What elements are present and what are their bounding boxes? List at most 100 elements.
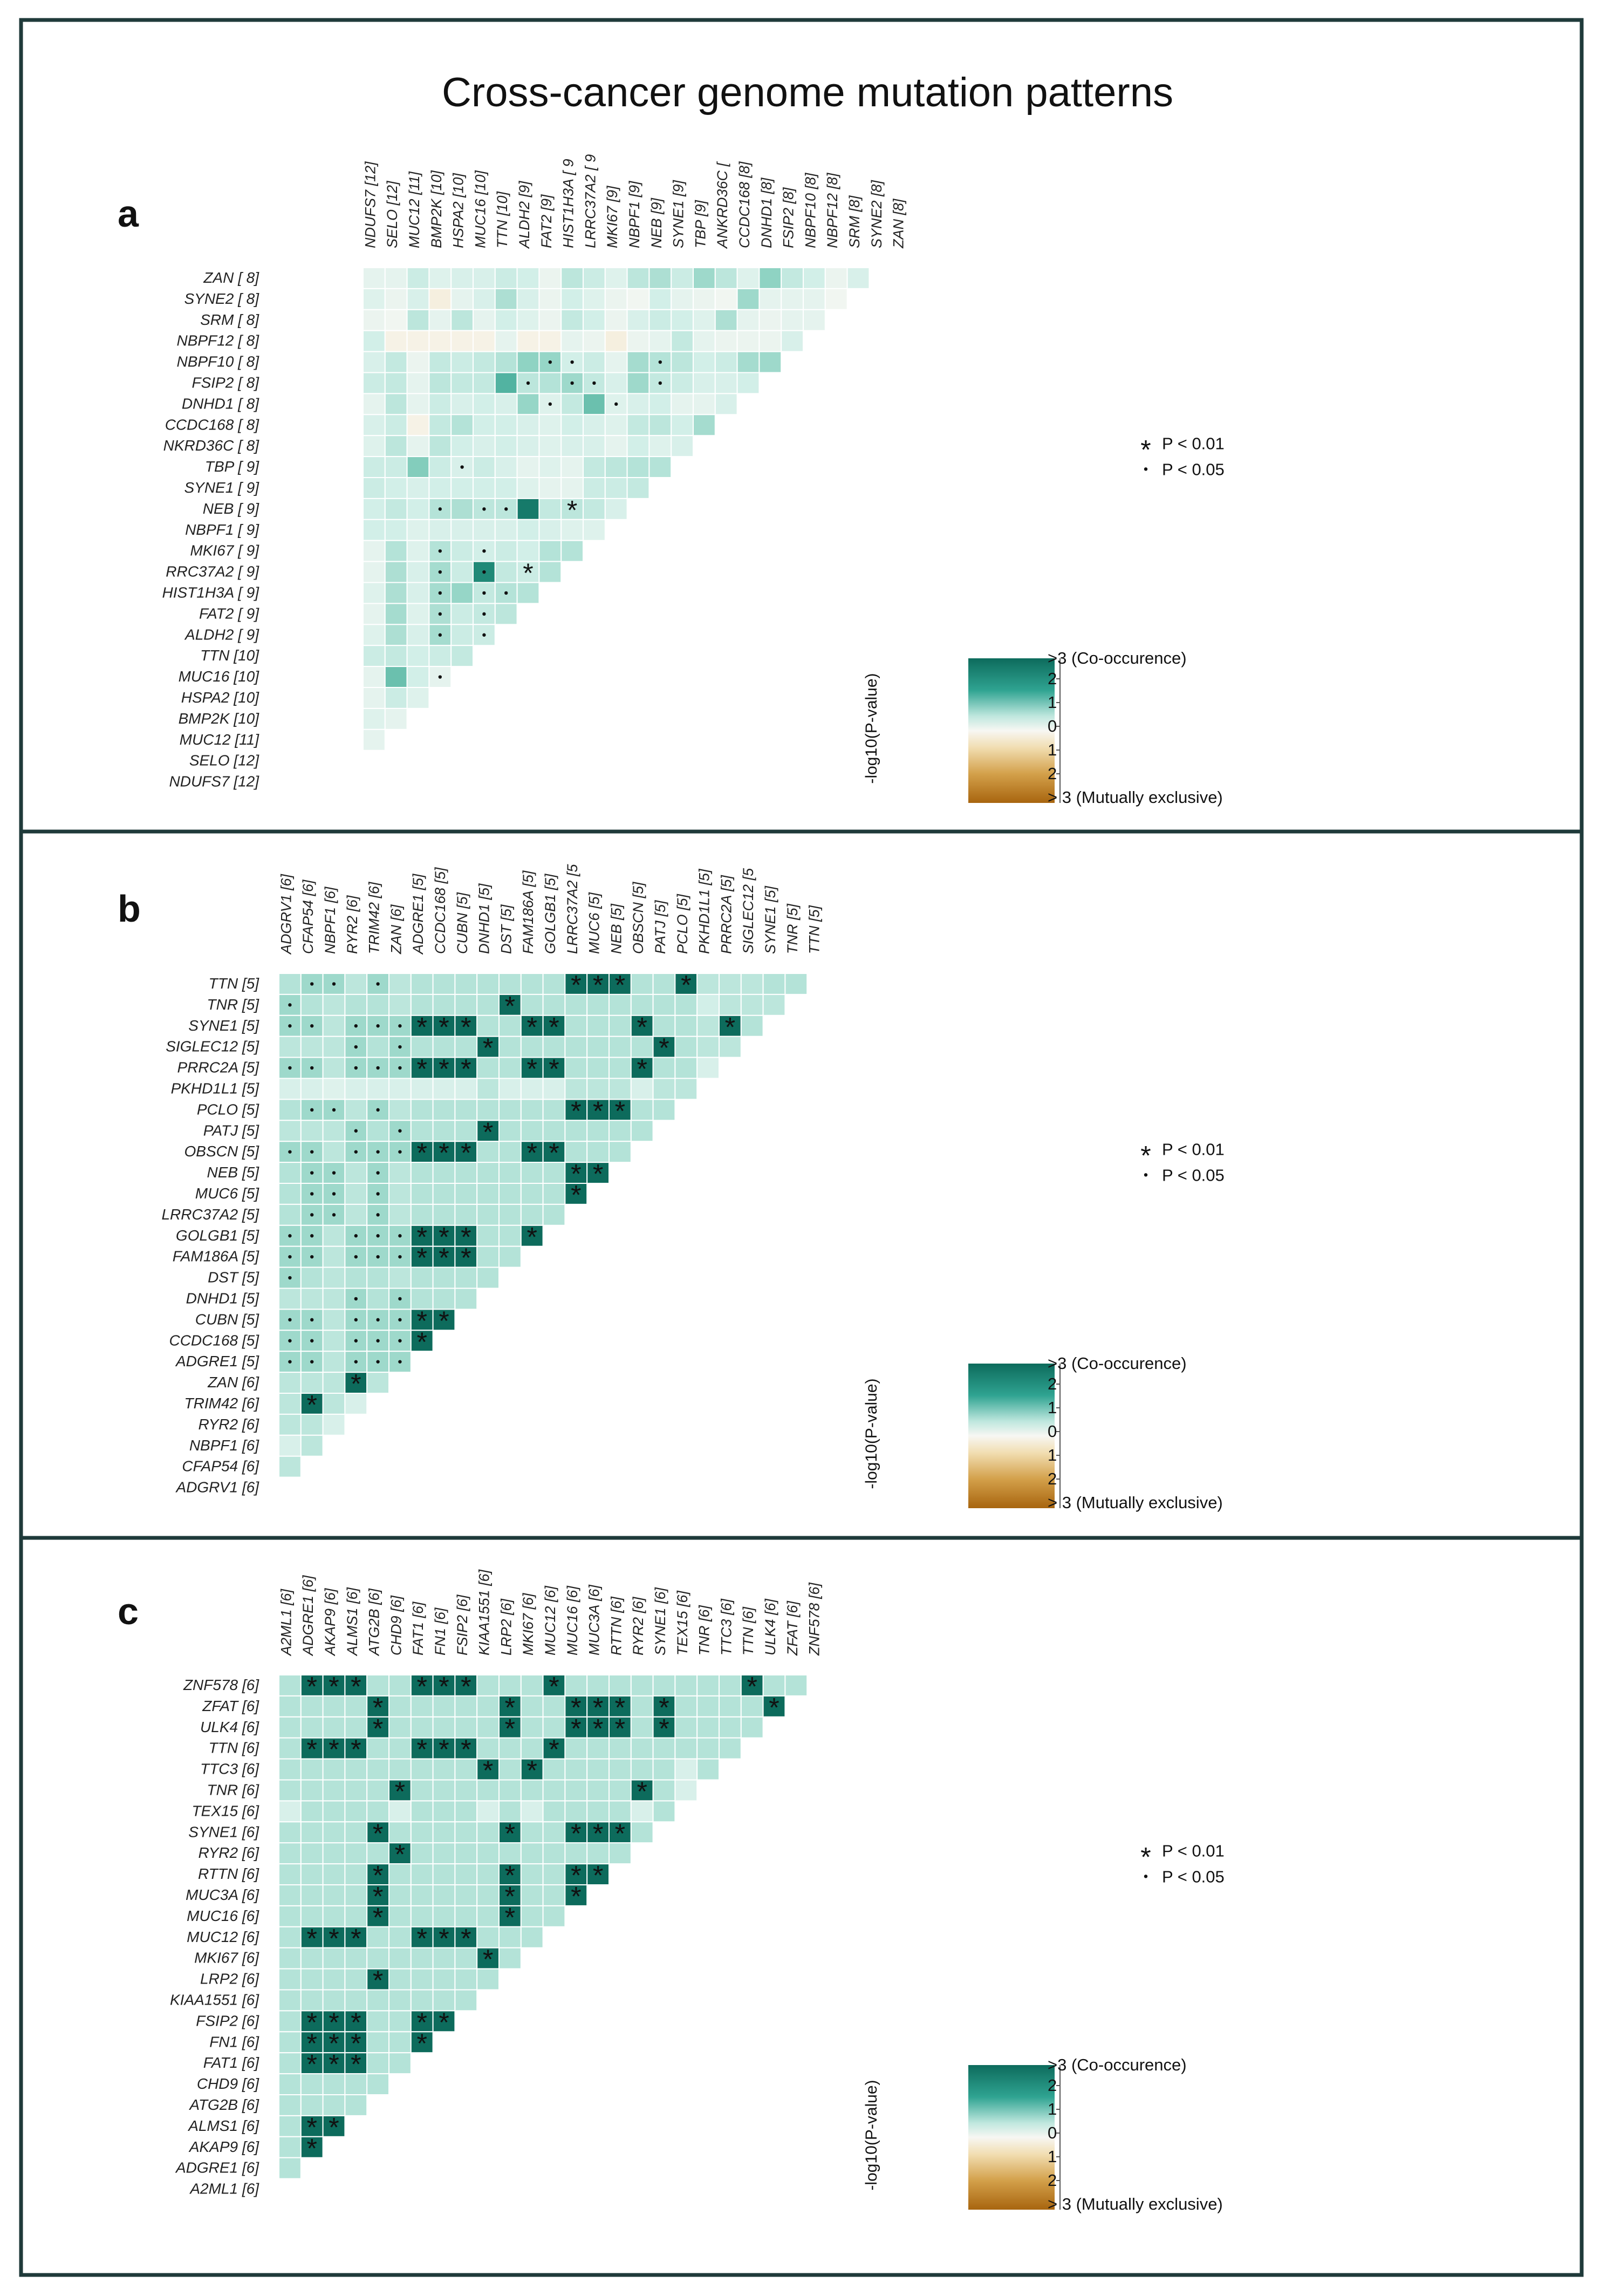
heatmap-cell xyxy=(583,288,606,310)
significance-star: * xyxy=(527,1755,537,1786)
heatmap-cell xyxy=(322,993,346,1016)
heatmap-cell xyxy=(322,1413,346,1436)
col-label: ALDH2 [9] xyxy=(516,180,532,249)
significance-dot xyxy=(354,1150,358,1154)
heatmap-cell xyxy=(693,372,716,394)
significance-dot xyxy=(354,1045,358,1049)
heatmap-cell xyxy=(498,1057,522,1079)
significance-star: * xyxy=(505,1881,515,1911)
col-label: LRRC37A2 [5 xyxy=(564,863,580,954)
heatmap-cell xyxy=(736,309,760,331)
heatmap-cell xyxy=(278,1779,302,1802)
heatmap-cell xyxy=(520,1758,544,1781)
heatmap-cell xyxy=(454,1078,478,1100)
col-label: ZNF578 [6] xyxy=(806,1582,823,1656)
heatmap-cell xyxy=(410,1905,434,1927)
heatmap-cell xyxy=(630,1014,654,1037)
heatmap-cell xyxy=(516,498,540,520)
heatmap-cell xyxy=(300,1035,324,1058)
significance-star: * xyxy=(769,1692,779,1722)
heatmap-cell xyxy=(736,288,760,310)
row-label: FAM186A [5] xyxy=(173,1248,260,1265)
significance-star: * xyxy=(306,1923,317,1953)
heatmap-cell xyxy=(363,624,386,646)
heatmap-cell xyxy=(473,519,496,541)
significance-star: * xyxy=(549,1734,559,1764)
heatmap-cell xyxy=(428,393,452,415)
significance-dot xyxy=(354,1234,358,1238)
heatmap-cell xyxy=(714,288,738,310)
significance-star: * xyxy=(571,1861,581,1891)
heatmap-cell xyxy=(454,1989,478,2012)
heatmap-cell xyxy=(410,1078,434,1100)
heatmap-cell xyxy=(630,1758,654,1781)
heatmap-cell xyxy=(278,1120,302,1142)
col-label: FAT1 [6] xyxy=(410,1601,426,1655)
heatmap-cell xyxy=(476,1716,500,1739)
heatmap-cell xyxy=(388,993,412,1016)
heatmap-cell xyxy=(384,561,408,583)
heatmap-cell xyxy=(476,1947,500,1970)
heatmap-cell xyxy=(278,1968,302,1991)
heatmap-cell xyxy=(520,1821,544,1844)
heatmap-cell xyxy=(626,372,650,394)
significance-dot xyxy=(548,402,552,406)
heatmap-cell xyxy=(300,993,324,1016)
heatmap-cell xyxy=(696,1758,720,1781)
significance-dot xyxy=(482,591,486,595)
significance-star: * xyxy=(461,1222,471,1252)
significance-dot xyxy=(376,1339,380,1343)
heatmap-cell xyxy=(406,288,430,310)
heatmap-cell xyxy=(542,1842,566,1865)
heatmap-cell xyxy=(410,1842,434,1865)
heatmap-cell xyxy=(322,1120,346,1142)
heatmap-cell xyxy=(278,1989,302,2012)
heatmap-cell xyxy=(450,582,474,604)
heatmap-cell xyxy=(432,1842,456,1865)
heatmap-cell xyxy=(476,1141,500,1163)
significance-dot xyxy=(310,1024,314,1028)
heatmap-cell xyxy=(674,1078,698,1100)
significance-dot xyxy=(332,1108,336,1112)
heatmap-cell xyxy=(824,267,848,289)
heatmap-cell xyxy=(674,1737,698,1760)
significance-dot xyxy=(332,1192,336,1196)
heatmap-cell xyxy=(564,1162,588,1184)
col-label: TTN [10] xyxy=(494,190,510,248)
significance-dot xyxy=(310,1318,314,1322)
heatmap-cell xyxy=(406,687,430,709)
significance-dot xyxy=(376,1066,380,1070)
heatmap-cell xyxy=(432,1737,456,1760)
heatmap-cell xyxy=(366,993,390,1016)
heatmap-cell xyxy=(674,1695,698,1718)
significance-star: * xyxy=(461,1734,471,1764)
row-label: MKI67 [ 9] xyxy=(190,542,259,559)
heatmap-cell xyxy=(608,1737,632,1760)
colorbar-bottom-label: > 3 (Mutually exclusive) xyxy=(1048,1493,1223,1512)
heatmap-cell xyxy=(781,309,804,331)
heatmap-cell xyxy=(520,1057,544,1079)
colorbar xyxy=(968,1364,1055,1508)
heatmap-cell xyxy=(428,477,452,499)
heatmap-cell xyxy=(384,393,408,415)
heatmap-cell xyxy=(428,330,452,352)
row-label: CUBN [5] xyxy=(195,1311,259,1327)
row-label: FSIP2 [ 8] xyxy=(192,374,260,391)
row-label: DST [5] xyxy=(208,1269,259,1286)
significance-star: * xyxy=(571,970,581,1000)
heatmap-cell xyxy=(300,2136,324,2158)
heatmap-cell xyxy=(758,330,782,352)
significance-star: * xyxy=(416,1054,427,1084)
heatmap-cell xyxy=(428,414,452,437)
row-label: RRC37A2 [ 9] xyxy=(166,563,259,580)
heatmap-cell xyxy=(476,1203,500,1226)
heatmap-cell xyxy=(674,1758,698,1781)
heatmap-cell xyxy=(498,993,522,1016)
heatmap-cell xyxy=(406,666,430,688)
colorbar-axis-title: -log10(P-value) xyxy=(863,1378,880,1489)
colorbar-tick-label: 1 xyxy=(1048,1398,1057,1417)
heatmap-cell xyxy=(608,1099,632,1121)
heatmap-cell xyxy=(583,309,606,331)
significance-star: * xyxy=(461,1012,471,1042)
heatmap-cell xyxy=(432,1287,456,1310)
